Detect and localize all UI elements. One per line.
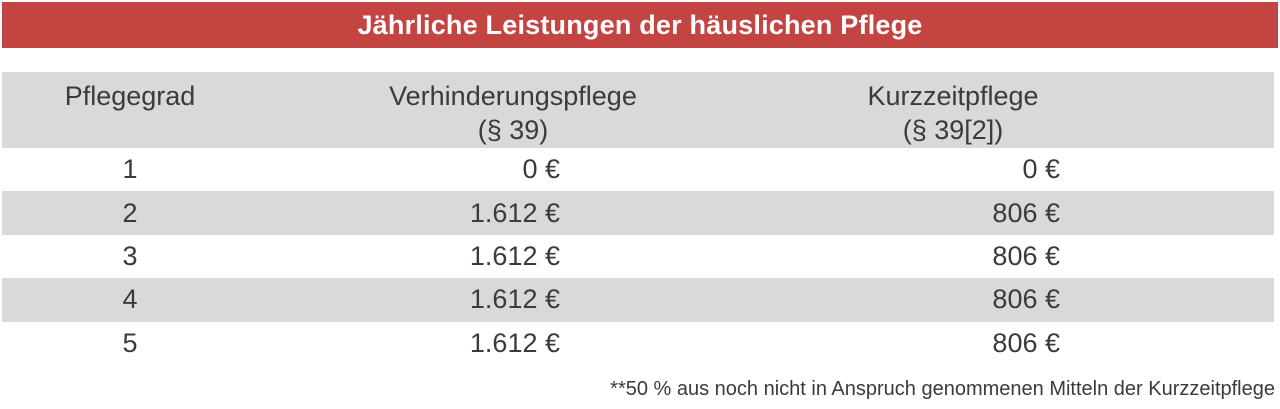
cell-kurzzeitpflege: 806 €: [992, 327, 1060, 358]
column-header-label: Kurzzeitpflege: [867, 81, 1039, 111]
title-bar: Jährliche Leistungen der häuslichen Pfle…: [2, 2, 1278, 48]
cell-verhinderungspflege: 1.612 €: [469, 240, 560, 271]
column-header-label: Pflegegrad: [64, 81, 196, 111]
cell-pflegegrad: 4: [122, 284, 138, 315]
cell-pflegegrad: 1: [122, 154, 138, 185]
cell-verhinderungspflege: 1.612 €: [469, 327, 560, 358]
table-row: 3 1.612 € 806 €: [2, 235, 1274, 278]
column-header-kurzzeitpflege: Kurzzeitpflege (§ 39[2]): [768, 79, 1138, 148]
benefits-table: Pflegegrad Verhinderungspflege (§ 39) Ku…: [2, 72, 1274, 365]
table-row: 1 0 € 0 €: [2, 148, 1274, 191]
column-header-sublabel: (§ 39): [477, 115, 549, 145]
table-row: 2 1.612 € 806 €: [2, 191, 1274, 235]
column-header-label: Verhinderungspflege: [389, 81, 637, 111]
cell-verhinderungspflege: 0 €: [522, 154, 560, 185]
cell-kurzzeitpflege: 806 €: [992, 197, 1060, 228]
footnote: **50 % aus noch nicht in Anspruch genomm…: [610, 378, 1275, 400]
column-header-sublabel: (§ 39[2]): [902, 115, 1004, 145]
column-header-pflegegrad: Pflegegrad: [2, 79, 258, 148]
table-header-row: Pflegegrad Verhinderungspflege (§ 39) Ku…: [2, 72, 1274, 148]
column-header-verhinderungspflege: Verhinderungspflege (§ 39): [258, 79, 768, 148]
cell-kurzzeitpflege: 806 €: [992, 284, 1060, 315]
cell-pflegegrad: 3: [122, 240, 138, 271]
cell-kurzzeitpflege: 806 €: [992, 240, 1060, 271]
cell-verhinderungspflege: 1.612 €: [469, 197, 560, 228]
table-row: 5 1.612 € 806 €: [2, 322, 1274, 365]
cell-pflegegrad: 5: [122, 327, 138, 358]
cell-verhinderungspflege: 1.612 €: [469, 284, 560, 315]
cell-kurzzeitpflege: 0 €: [1022, 154, 1060, 185]
page-title: Jährliche Leistungen der häuslichen Pfle…: [357, 9, 923, 40]
table-row: 4 1.612 € 806 €: [2, 278, 1274, 322]
cell-pflegegrad: 2: [122, 197, 138, 228]
